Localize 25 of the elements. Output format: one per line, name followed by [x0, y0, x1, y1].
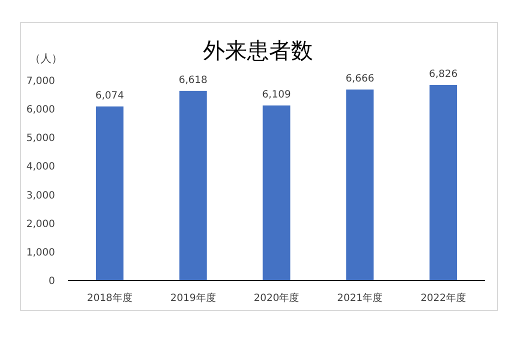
chart-title: 外来患者数 [203, 39, 313, 64]
bar [262, 105, 290, 280]
y-tick-label: 1,000 [26, 247, 55, 258]
x-tick-label: 2022年度 [420, 292, 466, 304]
data-label: 6,618 [178, 74, 208, 86]
x-tick-label: 2020年度 [254, 292, 300, 304]
y-tick-label: 5,000 [26, 133, 55, 144]
y-axis-title: （人） [30, 52, 62, 65]
data-label: 6,826 [428, 68, 458, 80]
bar [96, 106, 124, 280]
data-label: 6,666 [346, 74, 374, 85]
y-tick-label: 4,000 [26, 162, 55, 173]
y-tick-label: 6,000 [26, 104, 55, 116]
data-label: 6,109 [262, 89, 291, 100]
bar [346, 90, 374, 280]
data-label: 6,074 [95, 90, 124, 102]
bar [179, 90, 207, 280]
y-tick-label: 7,000 [26, 76, 55, 87]
y-tick-label: 0 [48, 276, 55, 287]
x-tick-label: 2019年度 [170, 292, 216, 304]
bar [430, 84, 458, 280]
y-tick-label: 3,000 [26, 190, 55, 202]
y-tick-label: 2,000 [26, 218, 55, 230]
x-tick-label: 2021年度 [337, 292, 383, 304]
x-tick-label: 2018年度 [86, 292, 132, 304]
